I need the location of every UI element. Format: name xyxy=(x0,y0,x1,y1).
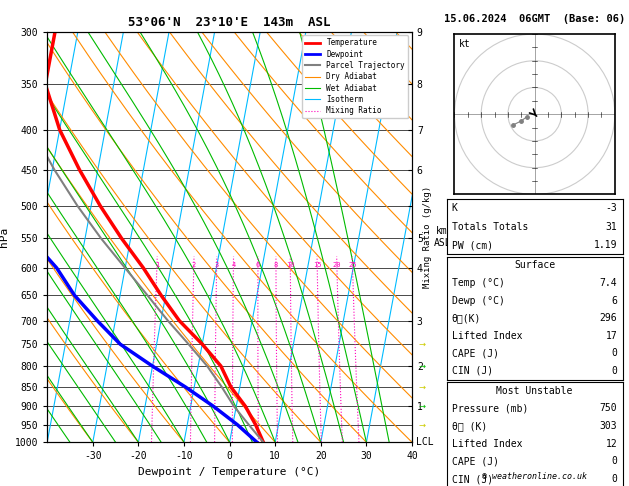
Text: →: → xyxy=(418,340,425,348)
X-axis label: Dewpoint / Temperature (°C): Dewpoint / Temperature (°C) xyxy=(138,467,321,477)
Text: © weatheronline.co.uk: © weatheronline.co.uk xyxy=(482,472,587,481)
Text: Dewp (°C): Dewp (°C) xyxy=(452,295,504,306)
Text: Most Unstable: Most Unstable xyxy=(496,386,573,396)
Text: 750: 750 xyxy=(600,403,618,414)
Text: 6: 6 xyxy=(611,295,618,306)
Text: Mixing Ratio (g/kg): Mixing Ratio (g/kg) xyxy=(423,186,432,288)
Text: →: → xyxy=(418,402,425,411)
Text: CAPE (J): CAPE (J) xyxy=(452,456,499,467)
Text: →: → xyxy=(418,420,425,429)
Text: PW (cm): PW (cm) xyxy=(452,240,493,250)
Text: Surface: Surface xyxy=(514,260,555,270)
Text: 6: 6 xyxy=(256,262,260,268)
Text: →: → xyxy=(418,362,425,371)
Text: LCL: LCL xyxy=(416,437,433,447)
Text: 296: 296 xyxy=(600,313,618,323)
Text: CIN (J): CIN (J) xyxy=(452,366,493,376)
Text: 10: 10 xyxy=(286,262,294,268)
Text: 31: 31 xyxy=(606,222,618,232)
Text: 12: 12 xyxy=(606,439,618,449)
Text: 0: 0 xyxy=(611,366,618,376)
Text: 3: 3 xyxy=(214,262,219,268)
Text: Totals Totals: Totals Totals xyxy=(452,222,528,232)
Text: Pressure (mb): Pressure (mb) xyxy=(452,403,528,414)
Text: CAPE (J): CAPE (J) xyxy=(452,348,499,358)
Text: 17: 17 xyxy=(606,330,618,341)
Text: 0: 0 xyxy=(611,474,618,484)
Text: θᴇ(K): θᴇ(K) xyxy=(452,313,481,323)
Legend: Temperature, Dewpoint, Parcel Trajectory, Dry Adiabat, Wet Adiabat, Isotherm, Mi: Temperature, Dewpoint, Parcel Trajectory… xyxy=(302,35,408,118)
Text: Lifted Index: Lifted Index xyxy=(452,439,522,449)
Text: 0: 0 xyxy=(611,348,618,358)
Text: 1: 1 xyxy=(155,262,159,268)
Text: Temp (°C): Temp (°C) xyxy=(452,278,504,288)
Text: CIN (J): CIN (J) xyxy=(452,474,493,484)
Text: 20: 20 xyxy=(333,262,341,268)
Text: →: → xyxy=(418,382,425,391)
Text: kt: kt xyxy=(459,39,471,49)
Title: 53°06'N  23°10'E  143m  ASL: 53°06'N 23°10'E 143m ASL xyxy=(128,16,331,29)
Text: 0: 0 xyxy=(611,456,618,467)
Text: 15: 15 xyxy=(313,262,321,268)
Text: 7.4: 7.4 xyxy=(600,278,618,288)
Text: 1.19: 1.19 xyxy=(594,240,618,250)
Text: 15.06.2024  06GMT  (Base: 06): 15.06.2024 06GMT (Base: 06) xyxy=(444,14,625,24)
Text: 25: 25 xyxy=(348,262,357,268)
Y-axis label: hPa: hPa xyxy=(0,227,9,247)
Text: -3: -3 xyxy=(606,204,618,213)
Text: 8: 8 xyxy=(274,262,278,268)
Text: θᴇ (K): θᴇ (K) xyxy=(452,421,487,431)
Y-axis label: km
ASL: km ASL xyxy=(433,226,451,248)
Text: 2: 2 xyxy=(192,262,196,268)
Text: K: K xyxy=(452,204,458,213)
Text: 4: 4 xyxy=(231,262,235,268)
Text: 303: 303 xyxy=(600,421,618,431)
Text: Lifted Index: Lifted Index xyxy=(452,330,522,341)
